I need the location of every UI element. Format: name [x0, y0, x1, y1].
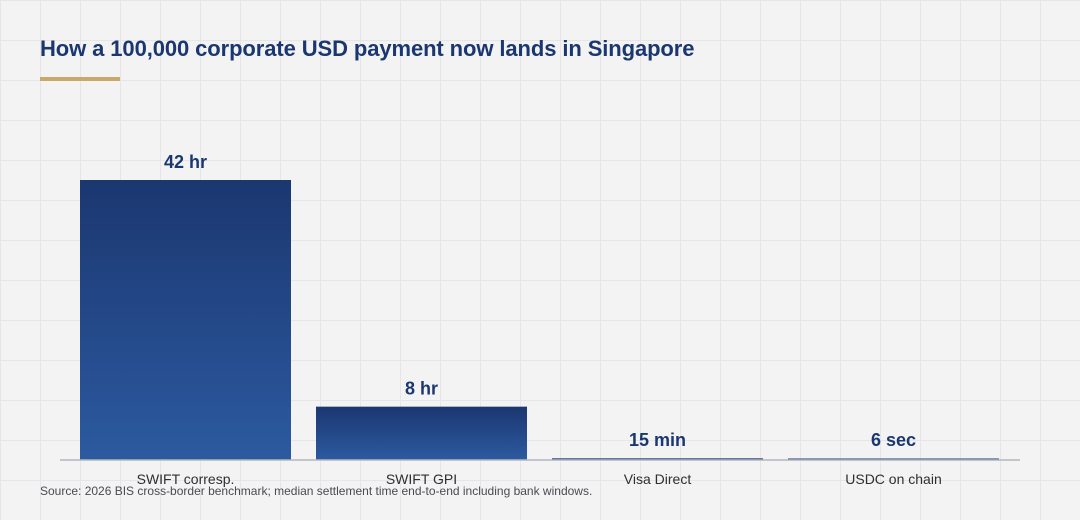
category-label: Visa Direct [624, 471, 692, 487]
bar-3 [552, 458, 763, 460]
value-label: 6 sec [871, 430, 916, 450]
bar-2 [316, 406, 527, 460]
title-accent-rule [40, 77, 120, 81]
value-label: 42 hr [164, 152, 207, 172]
category-label: USDC on chain [845, 471, 942, 487]
chart-title: How a 100,000 corporate USD payment now … [40, 36, 695, 61]
category-label: SWIFT corresp. [137, 471, 235, 487]
source-note: Source: 2026 BIS cross-border benchmark;… [40, 484, 593, 498]
value-label: 15 min [629, 430, 686, 450]
bar-1 [80, 180, 291, 460]
category-label: SWIFT GPI [386, 471, 457, 487]
value-label: 8 hr [405, 379, 438, 399]
